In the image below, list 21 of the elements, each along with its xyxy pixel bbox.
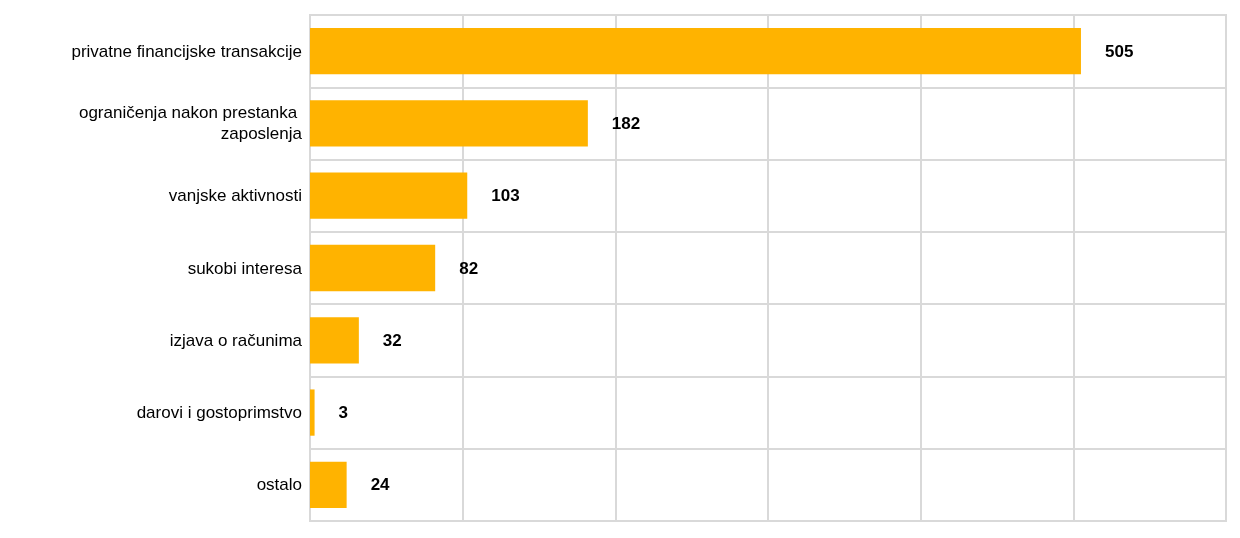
y-tick-label: sukobi interesa (187, 258, 303, 278)
bar (310, 317, 359, 364)
bar (310, 172, 468, 219)
y-tick-label: ograničenja nakon prestanka zaposlenja (78, 103, 303, 144)
data-label: 182 (611, 113, 641, 133)
y-tick-label: izjava o računima (169, 330, 303, 350)
y-tick-label: vanjske aktivnosti (168, 186, 302, 206)
data-label: 505 (1104, 41, 1134, 61)
y-tick-label: privatne financijske transakcije (71, 41, 302, 61)
bar (310, 389, 315, 436)
data-label: 103 (491, 186, 520, 206)
data-label: 82 (459, 258, 479, 278)
data-label: 24 (370, 475, 391, 495)
y-tick-label: darovi i gostoprimstvo (136, 403, 302, 423)
data-label: 3 (338, 403, 349, 423)
bar (310, 461, 347, 508)
y-tick-label: ostalo (256, 475, 302, 495)
bar (310, 28, 1081, 75)
data-label: 32 (382, 330, 402, 350)
bar (310, 244, 436, 292)
bar (310, 100, 588, 147)
